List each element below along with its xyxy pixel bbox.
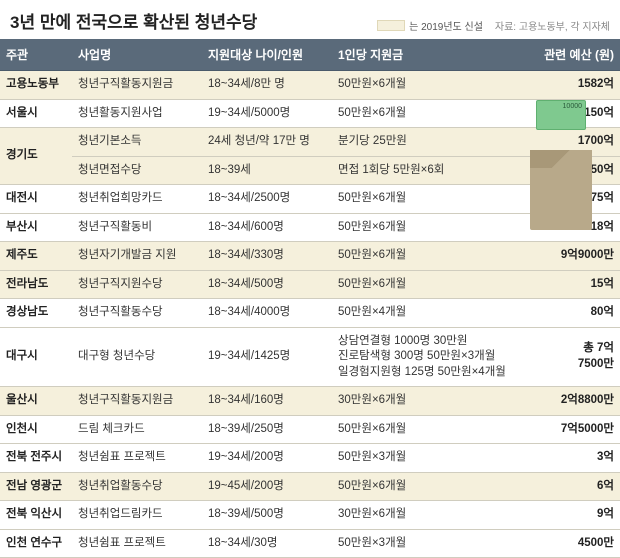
- legend-label: 는 2019년도 신설: [409, 18, 483, 33]
- table-row: 고용노동부청년구직활동지원금18~34세/8만 명50만원×6개월1582억: [0, 71, 620, 100]
- table-row: 제주도청년자기개발금 지원18~34세/330명50만원×6개월9억9000만: [0, 242, 620, 271]
- cell-amount: 50만원×6개월: [332, 472, 512, 501]
- cell-budget: 15억: [512, 270, 620, 299]
- legend: 는 2019년도 신설 자료: 고용노동부, 각 지자체: [377, 18, 610, 33]
- cell-name: 청년기본소득: [72, 128, 202, 157]
- col-target: 지원대상 나이/인원: [202, 39, 332, 71]
- cell-amount: 50만원×6개월: [332, 71, 512, 100]
- cell-org: 제주도: [0, 242, 72, 271]
- legend-swatch: [377, 20, 405, 31]
- cell-name: 청년면접수당: [72, 156, 202, 185]
- table-row: 전라남도청년구직지원수당18~34세/500명50만원×6개월15억: [0, 270, 620, 299]
- cell-org: 대구시: [0, 327, 72, 387]
- table-row: 울산시청년구직활동지원금18~34세/160명30만원×6개월2억8800만: [0, 387, 620, 416]
- cell-name: 청년취업활동수당: [72, 472, 202, 501]
- cell-amount: 30만원×6개월: [332, 387, 512, 416]
- cell-name: 청년쉼표 프로젝트: [72, 444, 202, 473]
- cell-amount: 50만원×6개월: [332, 242, 512, 271]
- cell-target: 18~39세/500명: [202, 501, 332, 530]
- cell-org: 서울시: [0, 99, 72, 128]
- cell-org: 부산시: [0, 213, 72, 242]
- cell-name: 청년자기개발금 지원: [72, 242, 202, 271]
- cell-budget: 3억: [512, 444, 620, 473]
- table-row: 전북 전주시청년쉼표 프로젝트19~34세/200명50만원×3개월3억: [0, 444, 620, 473]
- cell-budget: 총 7억 7500만: [512, 327, 620, 387]
- cell-target: 19~34세/1425명: [202, 327, 332, 387]
- cell-org: 고용노동부: [0, 71, 72, 100]
- table-row: 부산시청년구직활동비18~34세/600명50만원×6개월18억: [0, 213, 620, 242]
- money-envelope-icon: [530, 120, 592, 230]
- cell-name: 청년활동지원사업: [72, 99, 202, 128]
- cell-target: 24세 청년/약 17만 명: [202, 128, 332, 157]
- cell-name: 청년구직활동지원금: [72, 71, 202, 100]
- cell-org: 전북 익산시: [0, 501, 72, 530]
- cell-target: 19~34세/200명: [202, 444, 332, 473]
- cell-name: 청년구직지원수당: [72, 270, 202, 299]
- cell-amount: 50만원×6개월: [332, 415, 512, 444]
- table-row: 대구시대구형 청년수당19~34세/1425명상담연결형 1000명 30만원 …: [0, 327, 620, 387]
- cell-amount: 50만원×6개월: [332, 270, 512, 299]
- cell-target: 18~34세/500명: [202, 270, 332, 299]
- cell-target: 18~39세: [202, 156, 332, 185]
- cell-budget: 1582억: [512, 71, 620, 100]
- cell-target: 18~34세/600명: [202, 213, 332, 242]
- cell-name: 드림 체크카드: [72, 415, 202, 444]
- col-org: 주관: [0, 39, 72, 71]
- cell-budget: 80억: [512, 299, 620, 328]
- cell-amount: 50만원×3개월: [332, 444, 512, 473]
- cell-amount: 50만원×6개월: [332, 185, 512, 214]
- col-name: 사업명: [72, 39, 202, 71]
- cell-name: 대구형 청년수당: [72, 327, 202, 387]
- cell-name: 청년취업드림카드: [72, 501, 202, 530]
- cell-amount: 상담연결형 1000명 30만원 진로탐색형 300명 50만원×3개월 일경험…: [332, 327, 512, 387]
- cell-amount: 50만원×6개월: [332, 99, 512, 128]
- page-title: 3년 만에 전국으로 확산된 청년수당: [10, 8, 257, 33]
- cell-amount: 30만원×6개월: [332, 501, 512, 530]
- cell-name: 청년구직활동수당: [72, 299, 202, 328]
- col-budget: 관련 예산 (원): [512, 39, 620, 71]
- cell-org: 대전시: [0, 185, 72, 214]
- cell-target: 18~39세/250명: [202, 415, 332, 444]
- cell-org: 전라남도: [0, 270, 72, 299]
- cell-target: 18~34세/2500명: [202, 185, 332, 214]
- table-row: 인천시드림 체크카드18~39세/250명50만원×6개월7억5000만: [0, 415, 620, 444]
- table-row: 경상남도청년구직활동수당18~34세/4000명50만원×4개월80억: [0, 299, 620, 328]
- cell-org: 경기도: [0, 128, 72, 185]
- cell-target: 18~34세/330명: [202, 242, 332, 271]
- cell-amount: 50만원×4개월: [332, 299, 512, 328]
- cell-org: 인천시: [0, 415, 72, 444]
- table-row: 청년면접수당18~39세면접 1회당 5만원×6회150억: [0, 156, 620, 185]
- cell-budget: 6억: [512, 472, 620, 501]
- youth-allowance-table: 주관 사업명 지원대상 나이/인원 1인당 지원금 관련 예산 (원) 고용노동…: [0, 39, 620, 558]
- table-row: 대전시청년취업희망카드18~34세/2500명50만원×6개월75억: [0, 185, 620, 214]
- cell-org: 울산시: [0, 387, 72, 416]
- cell-budget: 2억8800만: [512, 387, 620, 416]
- cell-target: 18~34세/8만 명: [202, 71, 332, 100]
- cell-name: 청년취업희망카드: [72, 185, 202, 214]
- cell-target: 19~34세/5000명: [202, 99, 332, 128]
- cell-target: 18~34세/4000명: [202, 299, 332, 328]
- cell-amount: 분기당 25만원: [332, 128, 512, 157]
- table-header-row: 주관 사업명 지원대상 나이/인원 1인당 지원금 관련 예산 (원): [0, 39, 620, 71]
- table-row: 전남 영광군청년취업활동수당19~45세/200명50만원×6개월6억: [0, 472, 620, 501]
- col-amount: 1인당 지원금: [332, 39, 512, 71]
- cell-budget: 9억: [512, 501, 620, 530]
- cell-amount: 면접 1회당 5만원×6회: [332, 156, 512, 185]
- cell-org: 경상남도: [0, 299, 72, 328]
- source-label: 자료: 고용노동부, 각 지자체: [495, 18, 610, 33]
- cell-target: 18~34세/160명: [202, 387, 332, 416]
- table-row: 경기도청년기본소득24세 청년/약 17만 명분기당 25만원1700억: [0, 128, 620, 157]
- cell-org: 전북 전주시: [0, 444, 72, 473]
- table-row: 전북 익산시청년취업드림카드18~39세/500명30만원×6개월9억: [0, 501, 620, 530]
- cell-name: 청년구직활동지원금: [72, 387, 202, 416]
- cell-target: 19~45세/200명: [202, 472, 332, 501]
- cell-budget: 9억9000만: [512, 242, 620, 271]
- table-row: 서울시청년활동지원사업19~34세/5000명50만원×6개월150억: [0, 99, 620, 128]
- cell-amount: 50만원×6개월: [332, 213, 512, 242]
- cell-name: 청년구직활동비: [72, 213, 202, 242]
- cell-org: 전남 영광군: [0, 472, 72, 501]
- cell-budget: 7억5000만: [512, 415, 620, 444]
